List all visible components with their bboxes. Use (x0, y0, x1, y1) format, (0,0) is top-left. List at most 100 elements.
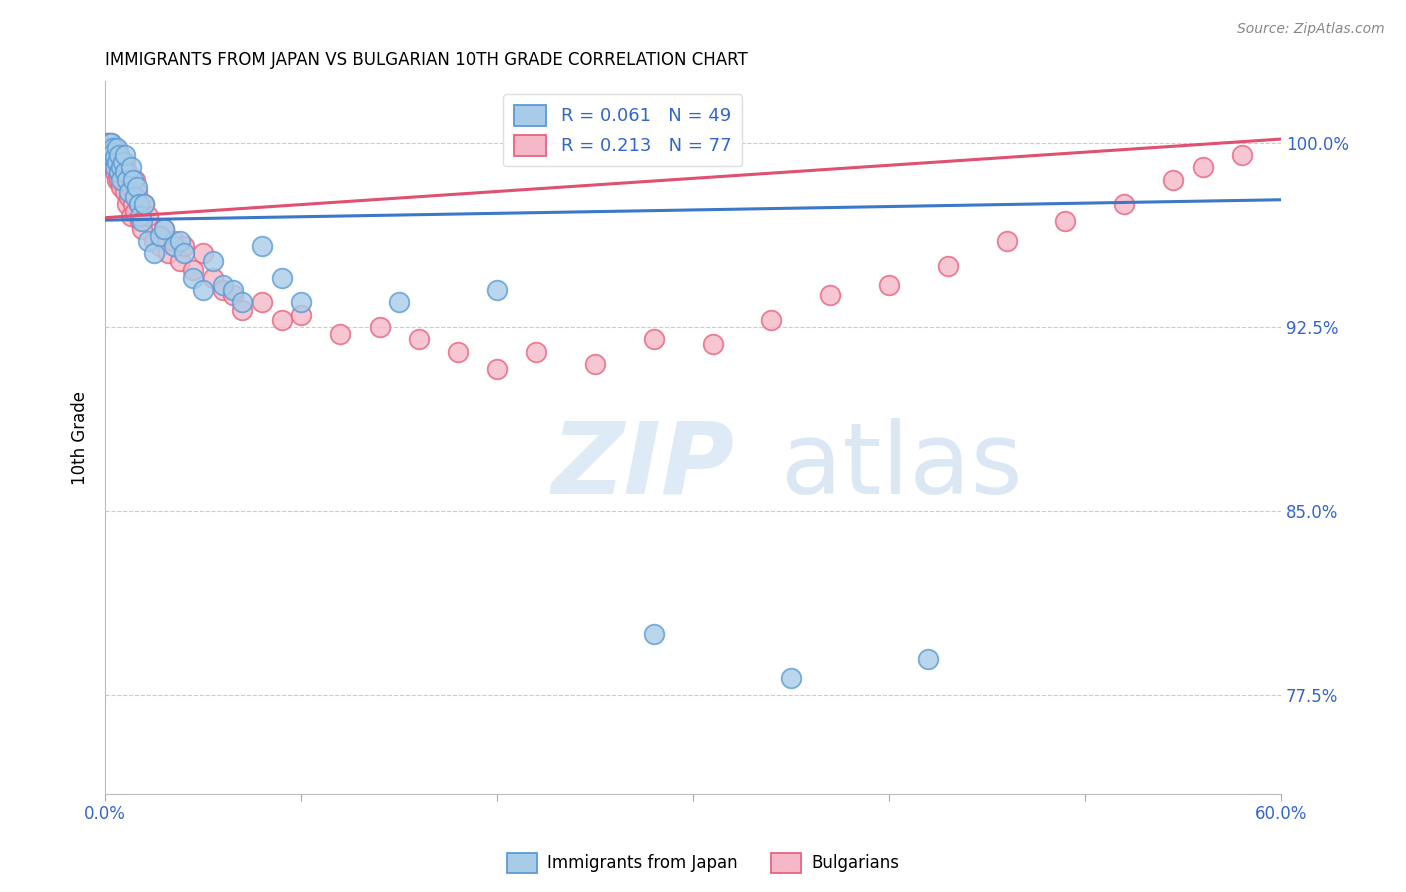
Point (115, 197, 138, 211)
Point (105, 145, 128, 160)
Point (388, 295, 411, 310)
Point (110, 165, 132, 179)
Point (136, 210, 159, 224)
Point (221, 283, 243, 297)
Point (917, 651, 939, 665)
Point (98, 136, 121, 150)
Point (131, 221, 153, 235)
Point (111, 161, 134, 175)
Point (114, 165, 136, 179)
Point (98, 155, 121, 169)
Point (110, 155, 132, 169)
Point (105, 155, 128, 169)
Point (114, 185, 136, 199)
Point (153, 221, 176, 235)
Text: IMMIGRANTS FROM JAPAN VS BULGARIAN 10TH GRADE CORRELATION CHART: IMMIGRANTS FROM JAPAN VS BULGARIAN 10TH … (105, 51, 748, 69)
Point (702, 337, 724, 351)
Point (129, 210, 152, 224)
Point (104, 151, 127, 165)
Point (143, 246, 166, 260)
Point (486, 283, 509, 297)
Point (201, 253, 224, 268)
Point (231, 295, 253, 310)
Point (408, 332, 430, 346)
Point (193, 246, 215, 260)
Legend: Immigrants from Japan, Bulgarians: Immigrants from Japan, Bulgarians (501, 847, 905, 880)
Point (156, 246, 179, 260)
Legend: R = 0.061   N = 49, R = 0.213   N = 77: R = 0.061 N = 49, R = 0.213 N = 77 (503, 94, 742, 166)
Point (100, 151, 122, 165)
Point (211, 283, 233, 297)
Point (120, 161, 142, 175)
Point (104, 161, 127, 175)
Point (100, 148, 122, 162)
Point (104, 141, 127, 155)
Point (118, 185, 141, 199)
Point (105, 141, 128, 155)
Point (101, 141, 124, 155)
Point (131, 214, 153, 228)
Point (221, 288, 243, 302)
Point (108, 161, 131, 175)
Point (105, 172, 128, 186)
Point (583, 357, 606, 371)
Point (100, 136, 122, 150)
Point (134, 197, 156, 211)
Point (290, 308, 312, 322)
Text: atlas: atlas (782, 417, 1024, 515)
Point (128, 197, 150, 211)
Point (101, 145, 124, 160)
Point (124, 204, 146, 219)
Point (169, 234, 191, 248)
Point (104, 165, 127, 179)
Point (149, 239, 172, 253)
Point (115, 165, 138, 179)
Point (96, 141, 118, 155)
Point (100, 141, 122, 155)
Point (643, 627, 665, 641)
Point (101, 141, 124, 155)
Point (1230, 148, 1253, 162)
Point (290, 295, 312, 310)
Text: Source: ZipAtlas.com: Source: ZipAtlas.com (1237, 22, 1385, 37)
Point (110, 180, 132, 194)
Point (820, 288, 842, 302)
Point (118, 190, 141, 204)
Point (149, 229, 172, 244)
Point (125, 185, 148, 199)
Point (101, 161, 124, 175)
Point (104, 145, 127, 160)
Point (1161, 172, 1184, 186)
Point (125, 180, 148, 194)
Point (143, 234, 166, 248)
Point (128, 197, 150, 211)
Point (98, 136, 121, 150)
Point (780, 671, 803, 685)
Point (96, 148, 118, 162)
Point (108, 172, 131, 186)
Point (1054, 214, 1077, 228)
Point (183, 270, 205, 285)
Point (936, 259, 959, 273)
Point (368, 320, 391, 334)
Point (250, 239, 273, 253)
Point (153, 221, 176, 235)
Point (250, 295, 273, 310)
Point (115, 172, 138, 186)
Point (118, 172, 141, 186)
Point (270, 270, 292, 285)
Y-axis label: 10th Grade: 10th Grade (72, 391, 89, 484)
Point (201, 270, 224, 285)
Point (183, 263, 205, 277)
Point (134, 197, 156, 211)
Point (163, 234, 186, 248)
Point (173, 239, 195, 253)
Point (124, 190, 146, 204)
Point (108, 148, 131, 162)
Point (163, 239, 186, 253)
Point (108, 148, 131, 162)
Point (114, 148, 136, 162)
Point (121, 172, 143, 186)
Point (761, 312, 783, 326)
Point (329, 327, 352, 342)
